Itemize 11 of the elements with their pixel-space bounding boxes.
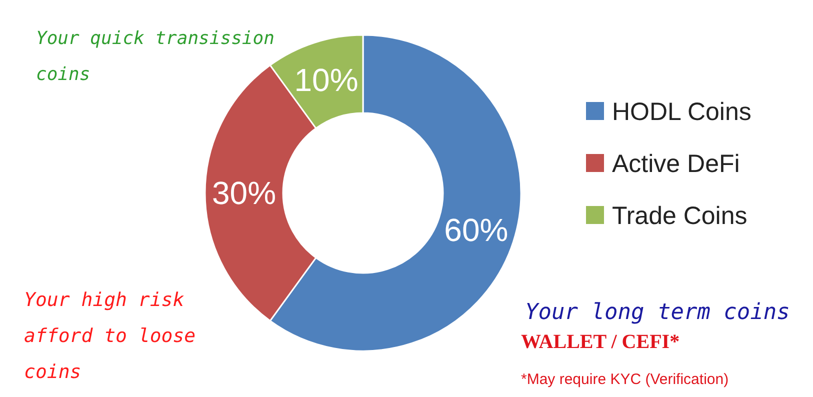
text: WALLET / CEFI* [521,331,680,353]
legend-label: HODL Coins [612,98,752,126]
text: Your quick transission coins [36,28,274,85]
text: Your long term coins [525,300,790,325]
text: *May require KYC (Verification) [521,371,729,388]
data-label: 60% [444,212,508,248]
data-label: 30% [212,175,276,212]
text: Your high risk afford to loose coins [24,289,196,383]
legend-label: Trade Coins [612,202,748,230]
data-label: 10% [294,62,358,98]
legend-label: Active DeFi [612,150,740,178]
